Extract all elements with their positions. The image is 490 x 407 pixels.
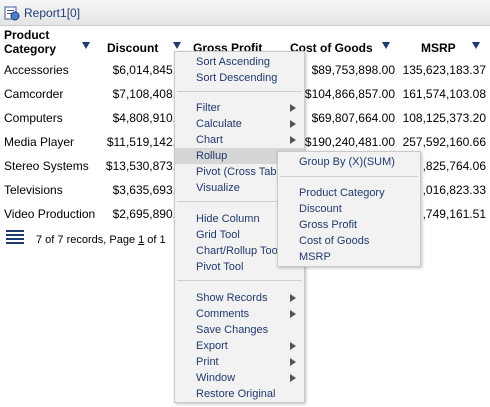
menu-item-hide-column[interactable]: Hide Column: [196, 213, 260, 225]
report-icon: [4, 6, 20, 21]
sort-arrow-icon[interactable]: [472, 42, 480, 49]
records-menu-icon[interactable]: [6, 230, 24, 246]
table-cell-msrp: 135,623,183.37: [402, 63, 486, 77]
menu-item-chart[interactable]: Chart: [175, 132, 304, 148]
table-cell-discount: $13,530,873.: [105, 159, 176, 173]
table-cell-cost: $69,807,664.00: [311, 111, 395, 125]
menu-item-grid-tool[interactable]: Grid Tool: [196, 229, 240, 241]
sort-arrow-icon[interactable]: [82, 42, 90, 49]
table-cell-category: Computers: [4, 111, 63, 125]
table-cell-category: Televisions: [4, 183, 63, 197]
menu-item-chart-rollup-tool[interactable]: Chart/Rollup Tool: [196, 245, 281, 257]
table-cell-discount: $7,108,408.: [112, 87, 176, 101]
table-cell-cost: $104,866,857.00: [304, 87, 395, 101]
menu-item-pivot-tool[interactable]: Pivot Tool: [196, 261, 244, 273]
table-cell-category: Stereo Systems: [4, 159, 89, 173]
table-cell-category: Accessories: [4, 63, 69, 77]
submenu-item-product-category[interactable]: Product Category: [299, 187, 385, 199]
menu-item-pivot-cross-tab[interactable]: Pivot (Cross Tab): [196, 166, 281, 178]
table-cell-discount: $3,635,693.: [112, 183, 176, 197]
table-cell-discount: $6,014,845.: [112, 63, 176, 77]
table-cell-cost: $190,240,481.00: [304, 135, 395, 149]
menu-divider: [177, 201, 302, 202]
menu-item-window[interactable]: Window: [175, 370, 304, 386]
submenu-item-msrp[interactable]: MSRP: [299, 251, 331, 263]
table-cell-category: Camcorder: [4, 87, 64, 101]
table-cell-category: Video Production: [4, 207, 96, 221]
header-discount[interactable]: Discount: [107, 41, 159, 55]
sort-arrow-icon[interactable]: [382, 42, 390, 49]
table-cell-msrp: ,749,161.51: [422, 207, 486, 221]
window-titlebar: Report1[0]: [0, 0, 490, 26]
submenu-item-group-by[interactable]: Group By (X)(SUM): [299, 156, 395, 168]
submenu-item-cost-of-goods[interactable]: Cost of Goods: [299, 235, 370, 247]
menu-item-visualize[interactable]: Visualize: [196, 182, 240, 194]
record-count-text: 7 of 7 records, Page 1 of 1: [36, 234, 166, 246]
submenu-item-discount[interactable]: Discount: [299, 203, 342, 215]
table-cell-discount: $11,519,142.: [106, 135, 176, 149]
menu-item-filter[interactable]: Filter: [175, 100, 304, 116]
menu-divider: [177, 91, 302, 92]
menu-item-calculate[interactable]: Calculate: [175, 116, 304, 132]
menu-item-restore-original[interactable]: Restore Original: [196, 388, 276, 400]
table-cell-msrp: 257,592,160.66: [402, 135, 486, 149]
table-cell-discount: $4,808,910.: [112, 111, 176, 125]
submenu-arrow-icon: [290, 104, 296, 112]
menu-item-print[interactable]: Print: [175, 354, 304, 370]
table-cell-cost: $89,753,898.00: [311, 63, 395, 77]
submenu-arrow-icon: [290, 310, 296, 318]
sort-arrow-icon[interactable]: [173, 42, 181, 49]
menu-item-save-changes[interactable]: Save Changes: [196, 324, 269, 336]
submenu-arrow-icon: [290, 120, 296, 128]
table-cell-msrp: ,825,764.06: [422, 159, 486, 173]
menu-item-rollup[interactable]: Rollup: [175, 148, 304, 164]
submenu-item-gross-profit[interactable]: Gross Profit: [299, 219, 358, 231]
menu-item-sort-ascending[interactable]: Sort Ascending: [196, 56, 270, 68]
header-cost-of-goods[interactable]: Cost of Goods: [290, 41, 373, 55]
header-msrp[interactable]: MSRP: [421, 41, 456, 55]
submenu-arrow-icon: [290, 294, 296, 302]
menu-item-export[interactable]: Export: [175, 338, 304, 354]
submenu-arrow-icon: [290, 374, 296, 382]
table-cell-msrp: ,016,823.33: [422, 183, 486, 197]
menu-divider: [177, 280, 302, 281]
menu-item-show-records[interactable]: Show Records: [175, 290, 304, 306]
window-title: Report1[0]: [24, 6, 81, 20]
table-cell-category: Media Player: [4, 135, 75, 149]
table-cell-msrp: 161,574,103.08: [402, 87, 486, 101]
menu-item-sort-descending[interactable]: Sort Descending: [196, 72, 278, 84]
submenu-arrow-icon: [290, 342, 296, 350]
table-cell-discount: $2,695,890.: [112, 207, 176, 221]
submenu-arrow-icon: [290, 136, 296, 144]
submenu-arrow-icon: [290, 358, 296, 366]
rollup-submenu: Group By (X)(SUM) Product Category Disco…: [277, 151, 421, 267]
header-product-category[interactable]: Product Category: [4, 28, 57, 56]
table-cell-msrp: 108,125,373.20: [402, 111, 486, 125]
page-number-link[interactable]: 1: [138, 234, 145, 246]
menu-item-comments[interactable]: Comments: [175, 306, 304, 322]
menu-divider: [280, 176, 418, 177]
